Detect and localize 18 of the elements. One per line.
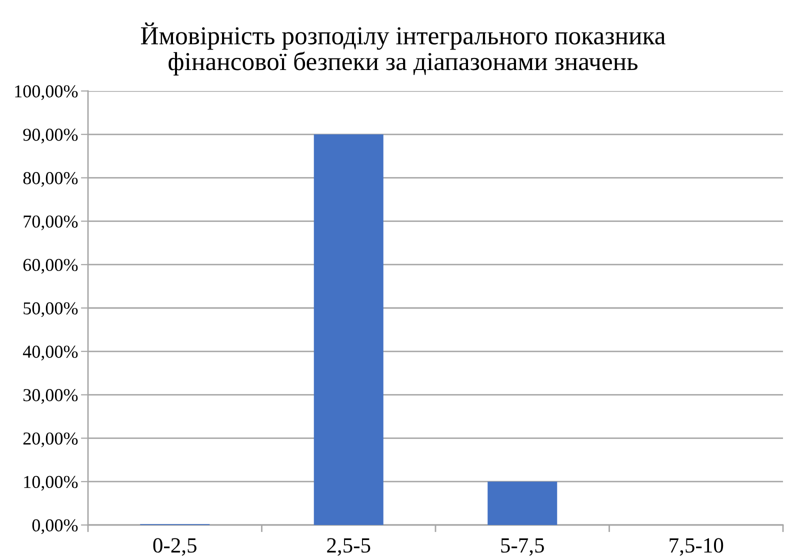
y-tick-label: 80,00% <box>23 172 78 187</box>
y-tick-label: 100,00% <box>15 85 78 100</box>
bar <box>488 482 558 525</box>
y-tick-label: 20,00% <box>23 432 78 448</box>
x-tick-label: 5-7,5 <box>501 538 544 556</box>
chart-title: Ймовірність розподілу інтегрального показника фінансової безпеки за діапазонами значень <box>140 22 666 76</box>
y-tick-label: 40,00% <box>22 346 78 360</box>
bar <box>314 134 384 525</box>
x-tick-label: 0-2,5 <box>153 538 196 556</box>
y-tick-label: 10,00% <box>24 476 78 491</box>
y-tick-label: 30,00% <box>23 389 78 404</box>
y-tick-label: 50,00% <box>24 302 78 318</box>
y-tick-label: 0,00% <box>32 519 78 534</box>
x-tick-label: 2,5-5 <box>327 538 370 556</box>
y-tick-label: 90,00% <box>23 128 78 144</box>
y-tick-label: 60,00% <box>23 258 78 274</box>
x-tick-label: 7,5-10 <box>670 538 724 556</box>
y-tick-label: 70,00% <box>24 215 78 230</box>
